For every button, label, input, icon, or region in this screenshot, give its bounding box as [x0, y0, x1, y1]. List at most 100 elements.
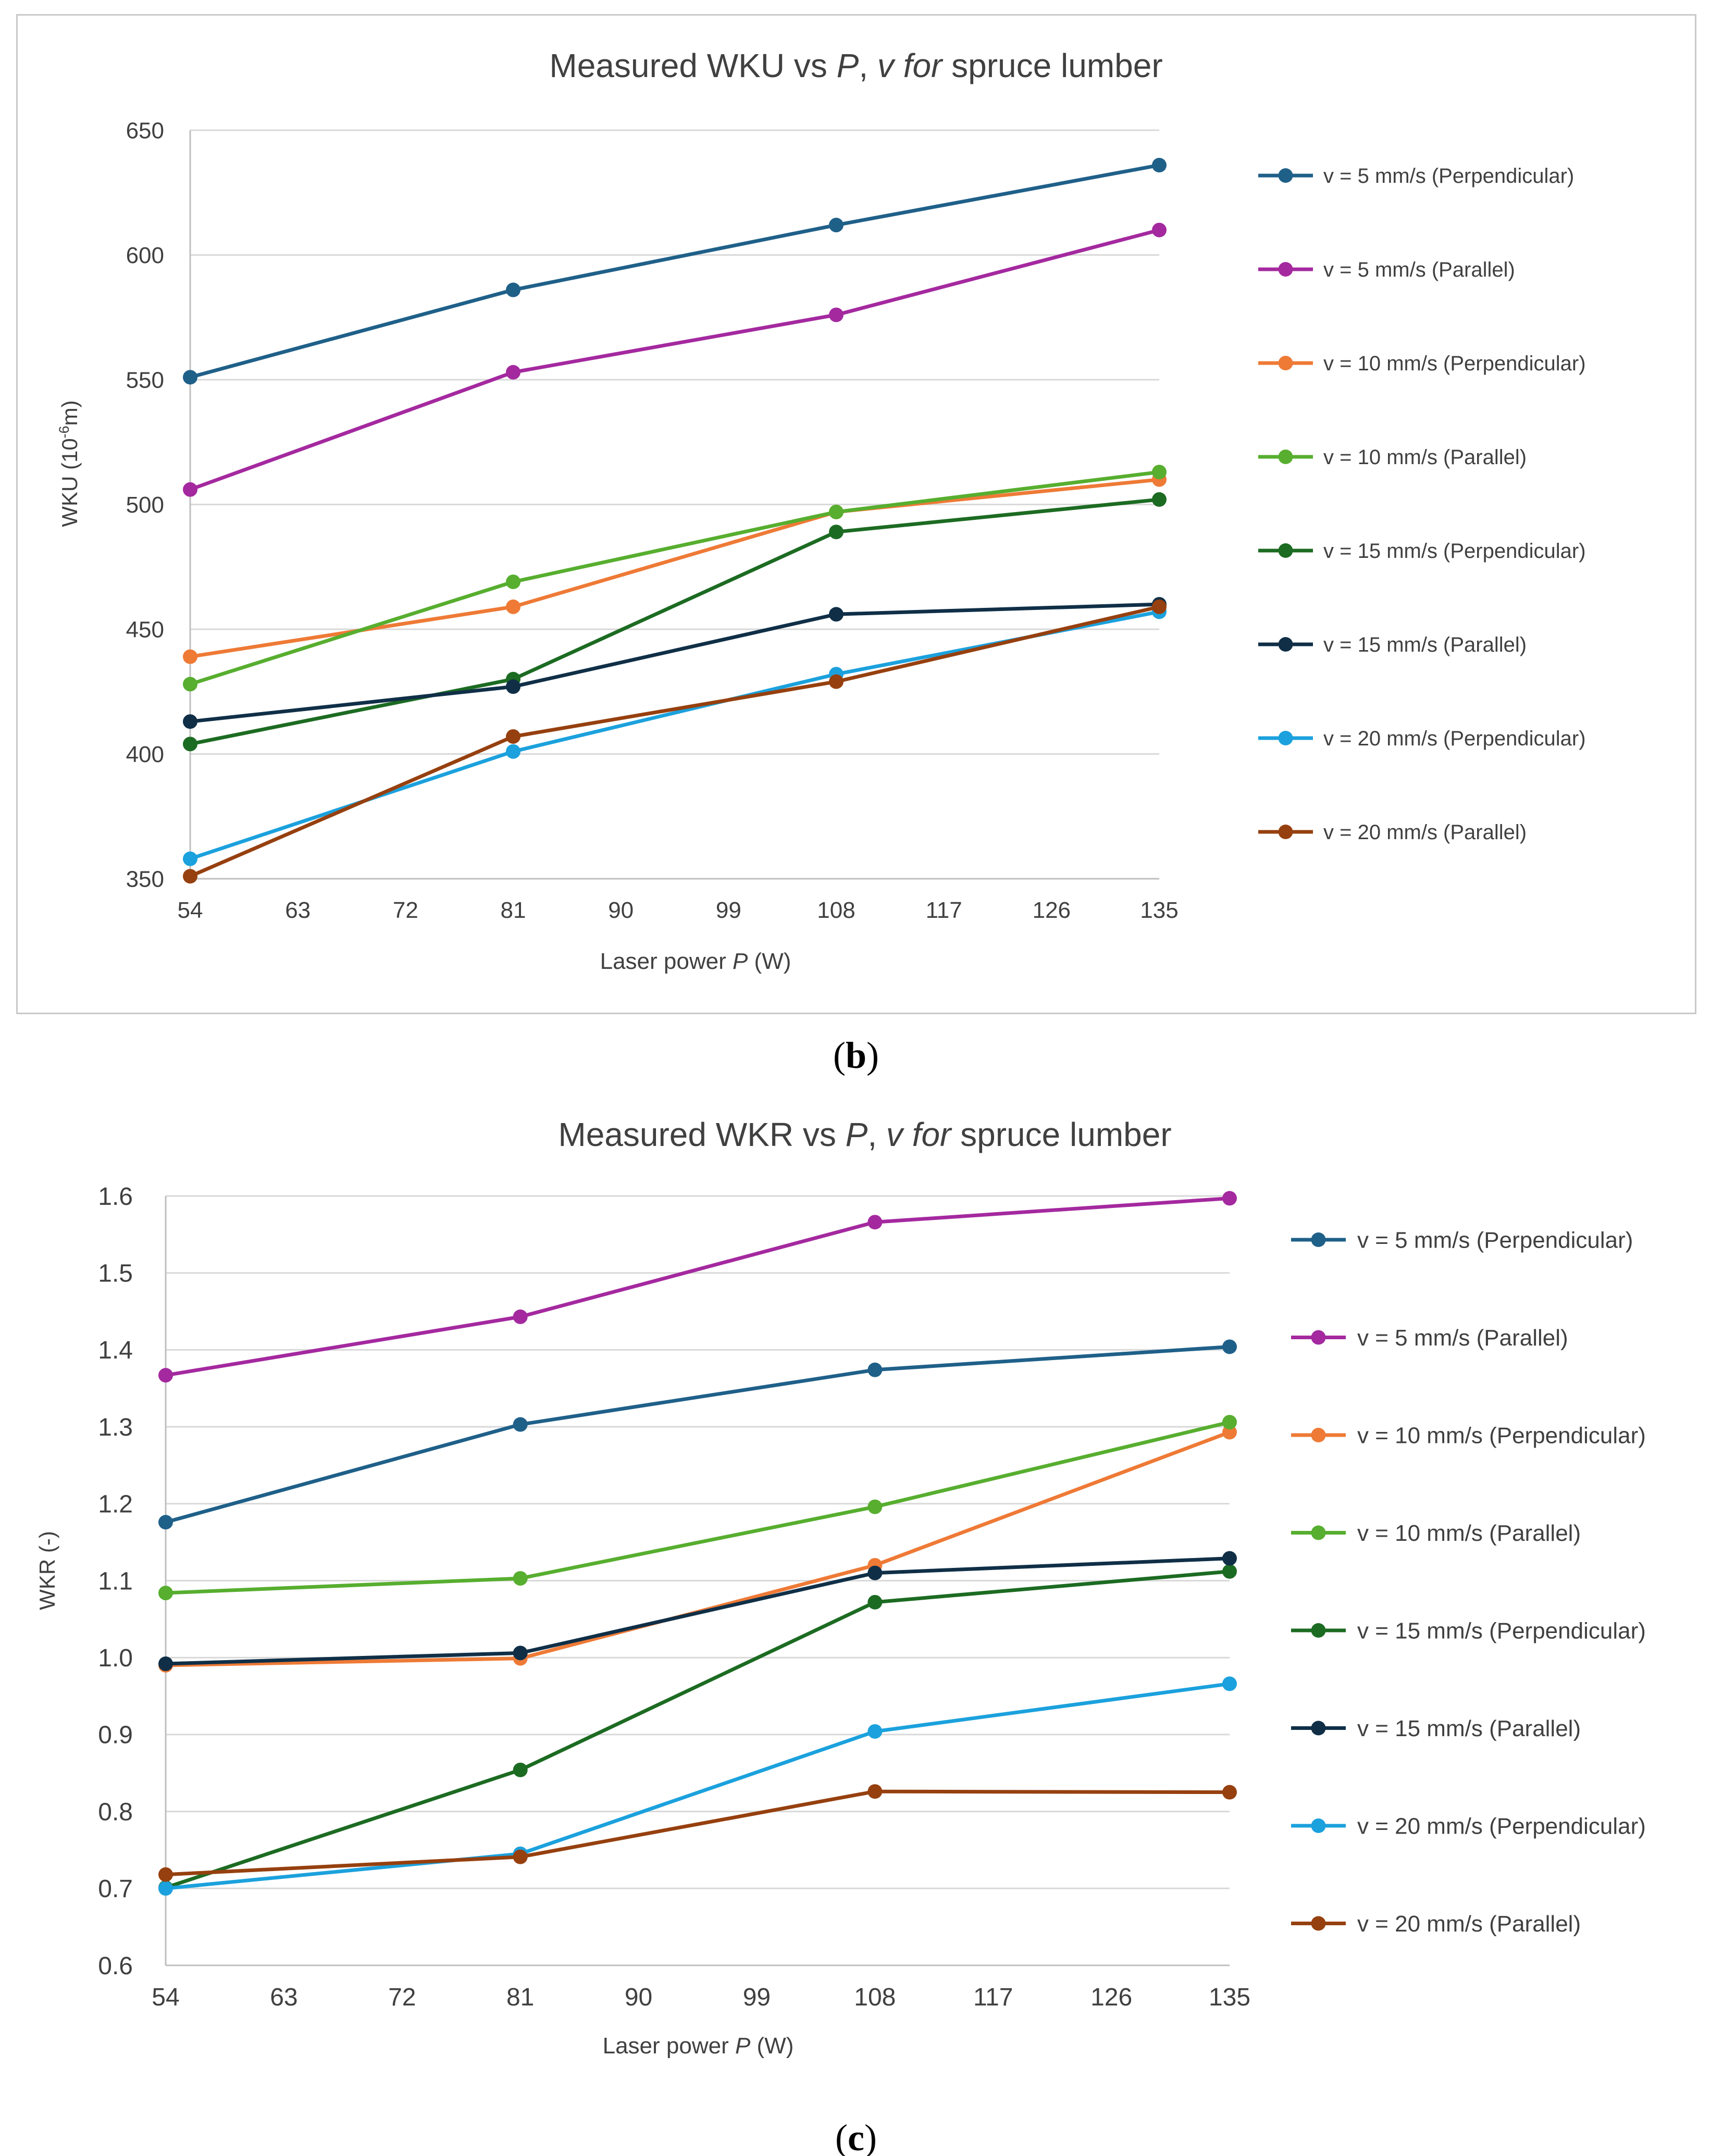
data-point — [183, 677, 197, 692]
legend-label: v = 10 mm/s (Perpendicular) — [1357, 1423, 1646, 1448]
legend-label: v = 20 mm/s (Perpendicular) — [1357, 1813, 1646, 1839]
wkr-chart: Measured WKR vs P, v for spruce lumber 0… — [35, 1116, 1646, 2156]
y-axis-label: WKR (-) — [35, 1531, 59, 1610]
data-point — [829, 504, 844, 519]
data-point — [506, 729, 520, 744]
x-tick-label: 135 — [1140, 898, 1178, 923]
legend-marker — [1278, 825, 1293, 839]
legend-label: v = 20 mm/s (Perpendicular) — [1323, 727, 1586, 750]
legend-marker — [1278, 543, 1293, 558]
x-tick-label: 63 — [270, 1984, 297, 2011]
data-point — [829, 674, 844, 689]
data-point — [867, 1499, 883, 1514]
legend-label: v = 10 mm/s (Parallel) — [1357, 1521, 1581, 1546]
x-tick-label: 72 — [393, 898, 418, 923]
x-tick-label: 72 — [388, 1984, 416, 2011]
data-point — [513, 1646, 528, 1661]
x-tick-label: 90 — [625, 1984, 652, 2011]
data-point — [158, 1656, 173, 1672]
data-point — [1222, 1339, 1237, 1354]
wku-chart: Measured WKU vs P, v for spruce lumber 3… — [56, 47, 1586, 1076]
legend-marker — [1311, 1232, 1326, 1247]
caption-c: (c) — [835, 2117, 877, 2156]
data-point — [1222, 1415, 1237, 1430]
data-point — [513, 1762, 528, 1777]
y-tick-label: 450 — [126, 617, 164, 642]
axis-tick-labels: 0.6 0.7 0.8 0.9 1.0 1.1 1.2 1.3 1.4 1.5 1.6 54 63 72 8… — [98, 1183, 1250, 2011]
legend-label: v = 15 mm/s (Perpendicular) — [1323, 540, 1586, 563]
y-tick-label: 550 — [126, 367, 164, 393]
x-tick-label: 117 — [973, 1984, 1013, 2011]
data-point — [506, 574, 520, 589]
data-point — [506, 744, 520, 759]
x-tick-label: 99 — [716, 898, 741, 923]
data-point — [513, 1849, 528, 1864]
y-tick-label: 1.0 — [98, 1644, 133, 1672]
legend-marker — [1311, 1623, 1326, 1638]
axis-tick-labels: 350 400 450 500 550 600 650 54 63 72 81 90 99 108 117 1… — [126, 118, 1179, 923]
legend-marker — [1311, 1525, 1326, 1540]
data-point — [867, 1724, 883, 1739]
legend-marker — [1311, 1818, 1326, 1833]
legend-label: v = 20 mm/s (Parallel) — [1357, 1911, 1581, 1937]
series-line — [165, 1344, 1230, 1524]
data-point — [1152, 158, 1167, 173]
y-tick-label: 400 — [126, 742, 164, 767]
data-point — [158, 1515, 173, 1530]
x-axis-label: Laser power P (W) — [600, 949, 791, 974]
series-line — [189, 228, 1160, 492]
data-point — [158, 1586, 173, 1601]
y-tick-label: 1.6 — [98, 1183, 133, 1211]
legend-marker — [1278, 168, 1293, 183]
data-point — [513, 1417, 528, 1432]
series-line — [190, 478, 1160, 659]
data-point — [829, 525, 844, 540]
y-tick-label: 0.6 — [98, 1952, 133, 1980]
x-tick-label: 99 — [743, 1984, 771, 2011]
data-point — [829, 607, 844, 622]
legend-label: v = 5 mm/s (Parallel) — [1323, 258, 1515, 281]
legend-marker — [1278, 731, 1293, 745]
x-tick-label: 54 — [178, 898, 203, 923]
data-point — [506, 599, 520, 614]
y-tick-label: 650 — [126, 118, 164, 143]
data-point — [1222, 1676, 1237, 1691]
data-point — [1152, 222, 1167, 238]
x-tick-label: 90 — [608, 898, 634, 923]
legend-label: v = 5 mm/s (Perpendicular) — [1357, 1227, 1633, 1253]
data-point — [1152, 465, 1167, 480]
data-point — [513, 1309, 528, 1324]
series-line — [165, 1681, 1230, 1890]
legend-marker — [1278, 637, 1293, 652]
data-point — [513, 1571, 528, 1586]
chart-title: Measured WKR vs P, v for spruce lumber — [558, 1116, 1171, 1153]
data-point — [1222, 1191, 1237, 1206]
y-axis-label: WKU (10-6m) — [56, 400, 82, 527]
data-point — [506, 365, 520, 380]
x-tick-label: 63 — [285, 898, 311, 923]
x-tick-label: 126 — [1090, 1984, 1132, 2011]
chart-title: Measured WKU vs P, v for spruce lumber — [549, 47, 1162, 84]
data-point — [158, 1867, 173, 1882]
y-tick-label: 0.7 — [98, 1875, 133, 1903]
x-tick-label: 81 — [506, 1984, 534, 2011]
y-tick-label: 500 — [126, 492, 164, 518]
data-point — [1222, 1785, 1237, 1800]
series-line — [165, 1430, 1231, 1667]
legend-label: v = 10 mm/s (Perpendicular) — [1323, 352, 1586, 375]
data-point — [183, 737, 197, 752]
legend-marker — [1278, 450, 1293, 464]
y-tick-label: 350 — [126, 866, 164, 892]
x-tick-label: 117 — [926, 898, 962, 923]
x-tick-label: 126 — [1033, 898, 1071, 923]
legend-label: v = 5 mm/s (Parallel) — [1357, 1325, 1568, 1351]
caption-b: (b) — [833, 1035, 879, 1076]
data-point — [829, 218, 844, 233]
data-point — [867, 1784, 883, 1799]
legend-marker — [1278, 262, 1293, 277]
series-line — [165, 1789, 1230, 1877]
series-line — [190, 602, 1160, 724]
legend-label: v = 5 mm/s (Perpendicular) — [1323, 165, 1574, 188]
y-tick-label: 1.5 — [98, 1260, 133, 1288]
legend: v = 5 mm/s (Perpendicular) v = 5 mm/s (Pa… — [1291, 1227, 1646, 1937]
